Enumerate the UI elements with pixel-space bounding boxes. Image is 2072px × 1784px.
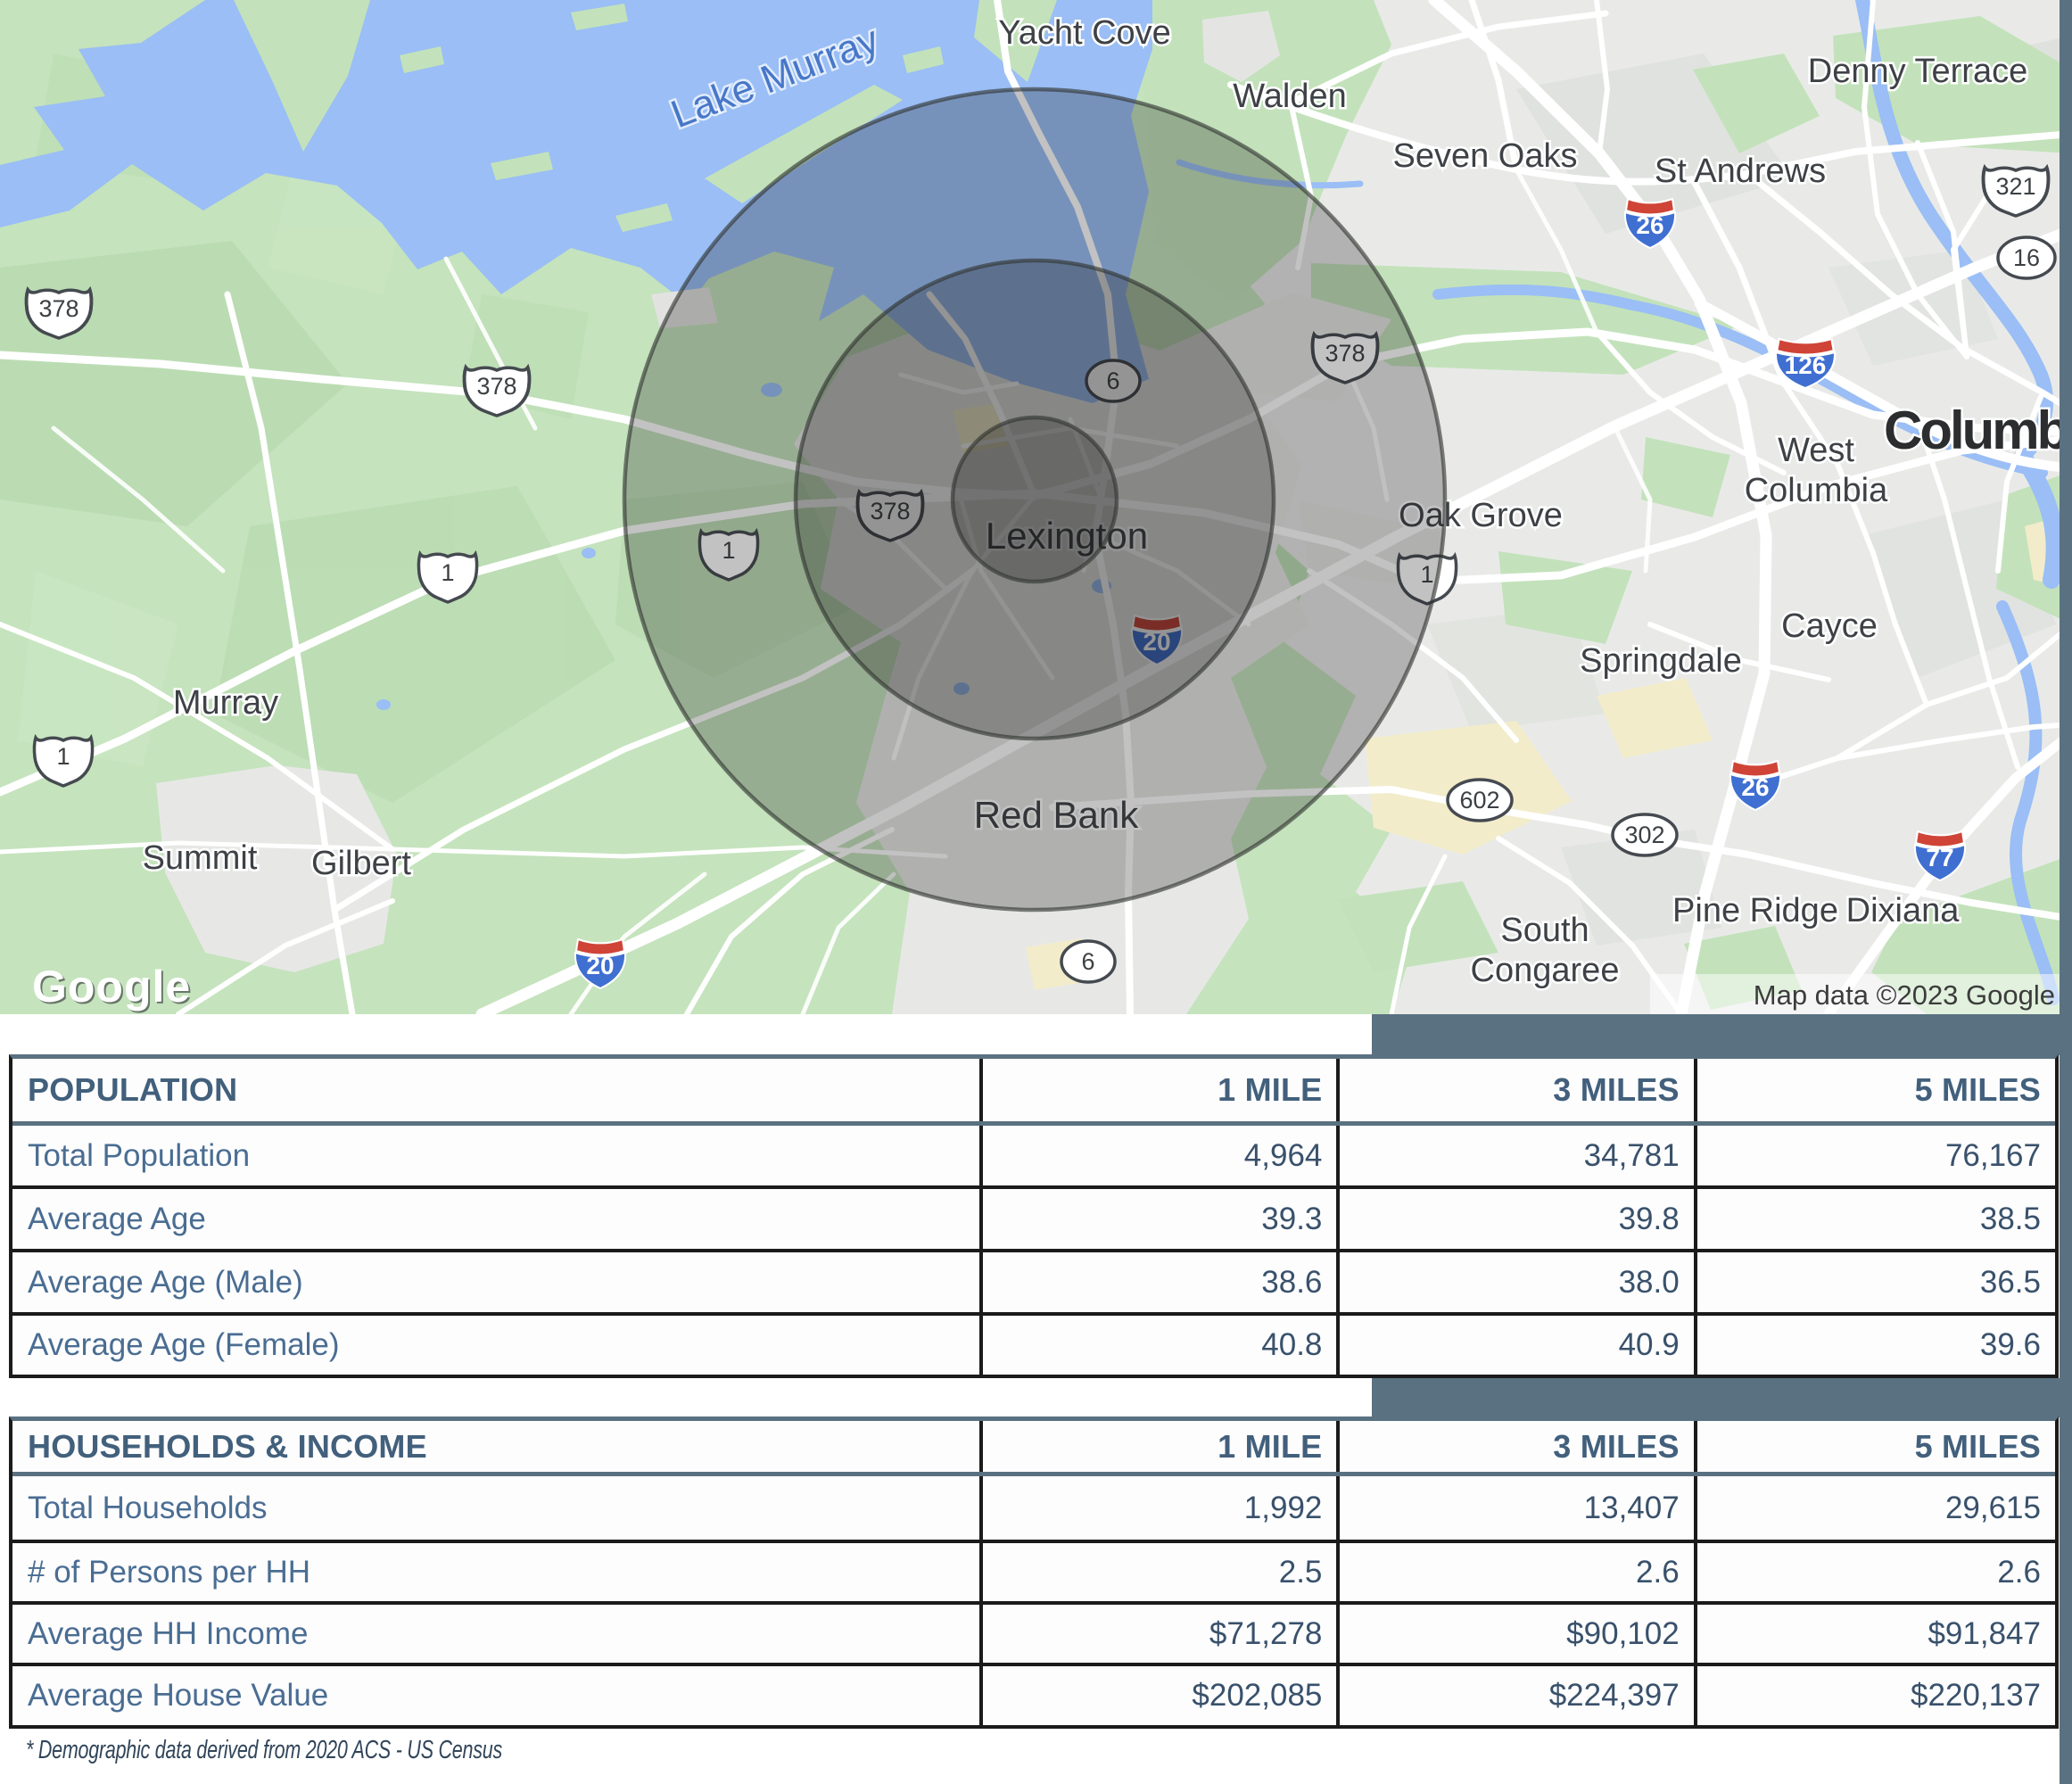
svg-text:Yacht Cove: Yacht Cove bbox=[998, 14, 1171, 52]
svg-text:Lexington: Lexington bbox=[986, 515, 1148, 557]
svg-text:321: 321 bbox=[1995, 173, 2035, 200]
svg-text:Dixiana: Dixiana bbox=[1846, 892, 1961, 929]
svg-text:Google: Google bbox=[32, 962, 191, 1012]
svg-text:378: 378 bbox=[870, 498, 910, 524]
svg-text:South: South bbox=[1500, 912, 1589, 949]
svg-text:1: 1 bbox=[722, 537, 735, 564]
svg-text:6: 6 bbox=[1081, 948, 1094, 975]
svg-text:1: 1 bbox=[1420, 561, 1433, 588]
svg-text:Pine Ridge: Pine Ridge bbox=[1672, 892, 1838, 929]
svg-text:16: 16 bbox=[2013, 244, 2040, 271]
svg-text:77: 77 bbox=[1926, 844, 1953, 871]
svg-text:Denny Terrace: Denny Terrace bbox=[1808, 53, 2027, 90]
svg-text:Walden: Walden bbox=[1233, 78, 1346, 115]
svg-text:302: 302 bbox=[1624, 822, 1664, 848]
svg-text:1: 1 bbox=[441, 559, 454, 586]
svg-text:26: 26 bbox=[1741, 773, 1769, 801]
svg-text:Map data ©2023 Google: Map data ©2023 Google bbox=[1754, 979, 2055, 1011]
svg-text:1: 1 bbox=[56, 743, 70, 770]
svg-text:378: 378 bbox=[1325, 340, 1365, 367]
svg-text:Seven Oaks: Seven Oaks bbox=[1393, 137, 1578, 175]
svg-text:Columbia: Columbia bbox=[1884, 401, 2072, 460]
svg-text:26: 26 bbox=[1636, 211, 1663, 239]
svg-text:Oak Grove: Oak Grove bbox=[1399, 497, 1563, 534]
svg-text:Murray: Murray bbox=[173, 684, 278, 722]
svg-text:Gilbert: Gilbert bbox=[311, 845, 411, 882]
svg-text:378: 378 bbox=[38, 295, 78, 322]
svg-text:West: West bbox=[1778, 432, 1854, 469]
svg-text:602: 602 bbox=[1459, 787, 1499, 814]
svg-text:Google: Google bbox=[34, 963, 193, 1013]
svg-text:126: 126 bbox=[1785, 351, 1827, 379]
svg-text:Red Bank: Red Bank bbox=[974, 794, 1139, 836]
svg-text:Springdale: Springdale bbox=[1580, 642, 1742, 680]
svg-text:20: 20 bbox=[1143, 628, 1170, 656]
svg-text:Congaree: Congaree bbox=[1471, 952, 1620, 989]
svg-text:378: 378 bbox=[476, 373, 516, 400]
svg-text:St Andrews: St Andrews bbox=[1655, 153, 1826, 190]
svg-text:Cayce: Cayce bbox=[1781, 607, 1878, 645]
svg-text:6: 6 bbox=[1106, 368, 1119, 394]
svg-text:Columbia: Columbia bbox=[1745, 472, 1888, 509]
svg-text:20: 20 bbox=[586, 952, 614, 979]
svg-text:Summit: Summit bbox=[143, 839, 258, 877]
